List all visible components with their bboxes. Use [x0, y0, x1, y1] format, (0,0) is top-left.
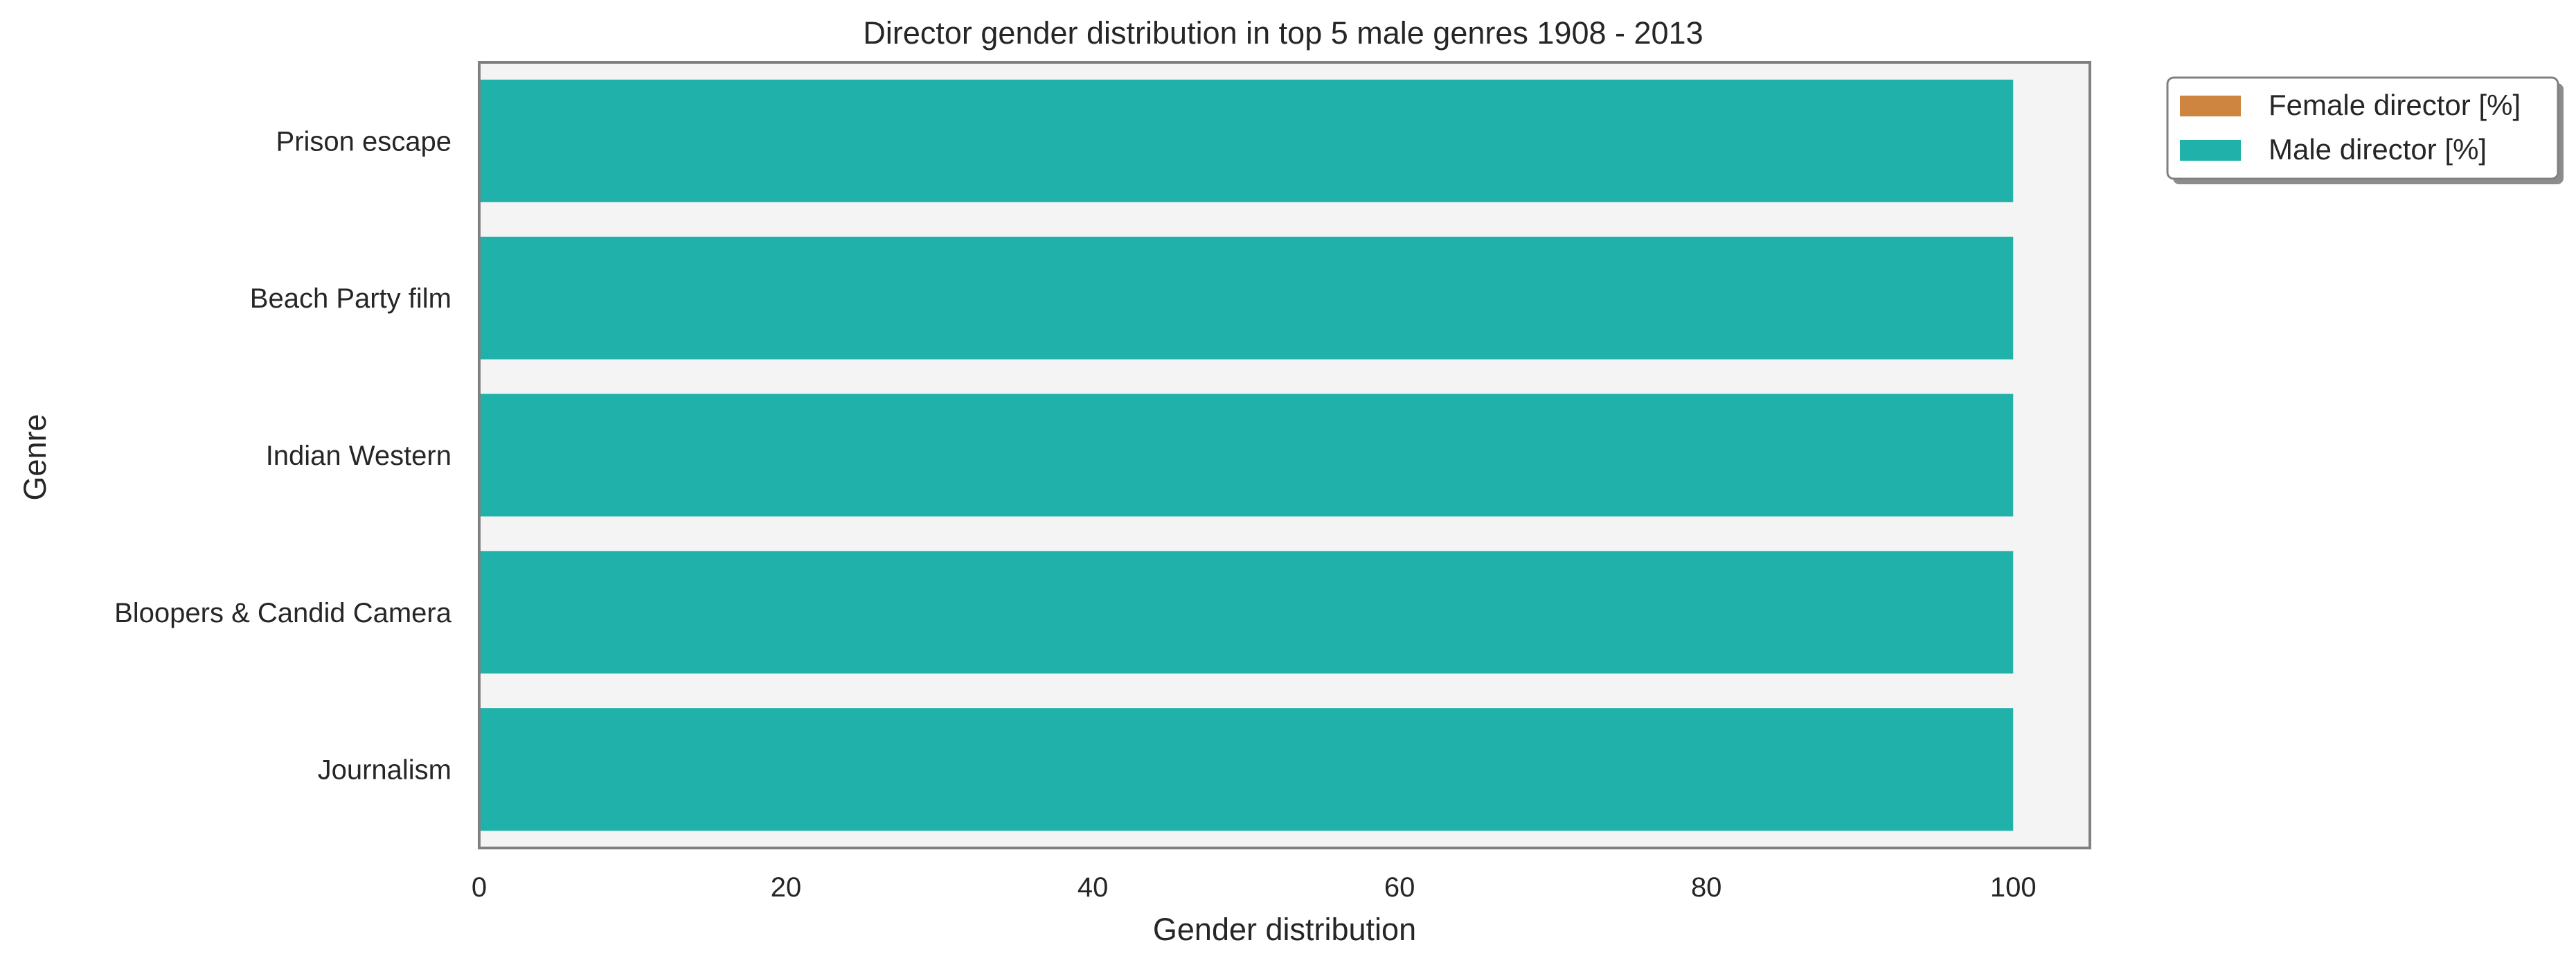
- bar-male-0: [479, 79, 2014, 202]
- x-tick-label: 20: [771, 872, 802, 903]
- legend-box: [2166, 76, 2559, 180]
- x-tick-label: 0: [472, 872, 487, 903]
- chart-title: Director gender distribution in top 5 ma…: [863, 15, 1703, 51]
- x-tick-label: 40: [1077, 872, 1109, 903]
- x-tick-label: 80: [1691, 872, 1722, 903]
- bar-male-2: [479, 394, 2014, 517]
- x-axis-label: Gender distribution: [1153, 912, 1416, 947]
- bars-layer: [479, 79, 2014, 831]
- y-tick-label: Prison escape: [276, 126, 451, 157]
- y-tick-label: Indian Western: [266, 441, 451, 471]
- x-tick-labels: 0 20 40 60 80 100: [472, 872, 2037, 903]
- legend: Female director [%] Male director [%]: [2166, 76, 2564, 184]
- y-axis-label: Genre: [17, 414, 53, 500]
- x-tick-label: 60: [1384, 872, 1415, 903]
- legend-label-male: Male director [%]: [2269, 133, 2487, 166]
- legend-swatch-female: [2180, 96, 2241, 116]
- x-tick-label: 100: [1990, 872, 2037, 903]
- y-tick-label: Journalism: [318, 755, 451, 786]
- bar-male-1: [479, 236, 2014, 360]
- legend-label-female: Female director [%]: [2269, 89, 2521, 121]
- y-tick-label: Beach Party film: [250, 283, 451, 314]
- bar-male-4: [479, 708, 2014, 831]
- bar-male-3: [479, 551, 2014, 674]
- y-tick-label: Bloopers & Candid Camera: [114, 598, 452, 628]
- y-tick-labels: Prison escape Beach Party film Indian West…: [114, 126, 452, 785]
- plot-frame: [478, 61, 2091, 849]
- legend-swatch-male: [2180, 140, 2241, 161]
